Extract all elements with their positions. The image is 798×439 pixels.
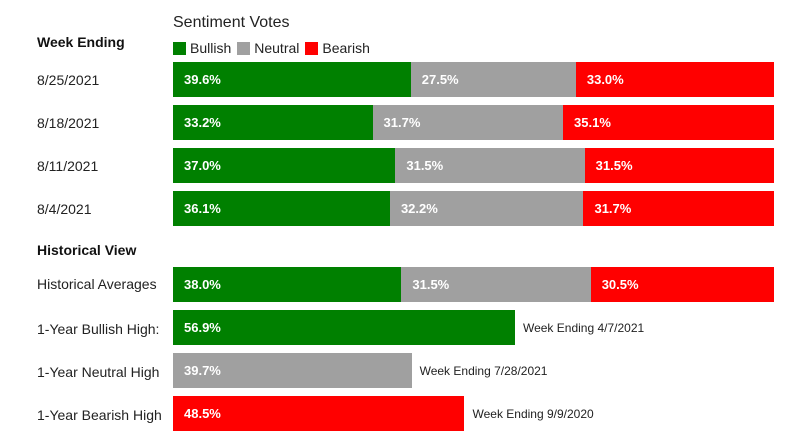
high-label-2: 1-Year Bearish High xyxy=(37,407,162,423)
legend: Bullish Neutral Bearish xyxy=(173,40,376,56)
legend-swatch-bullish xyxy=(173,41,186,55)
historical-averages-bullish-segment: 38.0% xyxy=(173,267,402,302)
legend-item-bearish: Bearish xyxy=(305,40,370,56)
historical-view-header: Historical View xyxy=(37,242,137,258)
week-row-2-neutral-segment: 31.5% xyxy=(395,148,585,183)
legend-swatch-bearish xyxy=(305,41,319,55)
legend-label-bearish: Bearish xyxy=(322,40,370,56)
high-bar-bullish: 56.9% xyxy=(173,310,515,345)
week-row-1-bar: 33.2% 31.7% 35.1% xyxy=(173,105,774,140)
historical-averages-bar: 38.0% 31.5% 30.5% xyxy=(173,267,774,302)
week-row-3-bar: 36.1% 32.2% 31.7% xyxy=(173,191,774,226)
legend-label-neutral: Neutral xyxy=(254,40,300,56)
high-note-neutral: Week Ending 7/28/2021 xyxy=(419,364,548,378)
high-bar-bearish: 48.5% xyxy=(173,396,465,431)
legend-item-neutral: Neutral xyxy=(237,40,299,56)
high-label-1: 1-Year Neutral High xyxy=(37,364,160,380)
week-row-2-bullish-segment: 37.0% xyxy=(173,148,396,183)
week-label-0: 8/25/2021 xyxy=(37,72,100,88)
high-bar-neutral: 39.7% xyxy=(173,353,412,388)
week-row-1-bullish-segment: 33.2% xyxy=(173,105,373,140)
week-row-1-neutral-segment: 31.7% xyxy=(372,105,564,140)
high-segment-bearish: 48.5% xyxy=(173,396,465,431)
week-row-1-bearish-segment: 35.1% xyxy=(563,105,774,140)
high-note-bullish: Week Ending 4/7/2021 xyxy=(522,321,645,335)
week-label-3: 8/4/2021 xyxy=(37,201,92,217)
week-row-3-bearish-segment: 31.7% xyxy=(583,191,774,226)
week-row-3-neutral-segment: 32.2% xyxy=(389,191,584,226)
week-row-0-bullish-segment: 39.6% xyxy=(173,62,411,97)
legend-label-bullish: Bullish xyxy=(190,40,232,56)
legend-swatch-neutral xyxy=(237,41,251,55)
high-segment-bullish: 56.9% xyxy=(173,310,515,345)
historical-averages-label: Historical Averages xyxy=(37,276,157,292)
week-row-2-bearish-segment: 31.5% xyxy=(584,148,774,183)
week-row-3-bullish-segment: 36.1% xyxy=(173,191,390,226)
legend-item-bullish: Bullish xyxy=(173,40,231,56)
week-row-0-neutral-segment: 27.5% xyxy=(410,62,576,97)
week-row-2-bar: 37.0% 31.5% 31.5% xyxy=(173,148,774,183)
week-label-1: 8/18/2021 xyxy=(37,115,100,131)
week-row-0-bar: 39.6% 27.5% 33.0% xyxy=(173,62,774,97)
historical-averages-neutral-segment: 31.5% xyxy=(401,267,591,302)
chart-title: Sentiment Votes xyxy=(173,14,290,31)
historical-averages-bearish-segment: 30.5% xyxy=(590,267,774,302)
week-ending-header: Week Ending xyxy=(37,34,125,50)
week-label-2: 8/11/2021 xyxy=(37,158,99,174)
high-note-bearish: Week Ending 9/9/2020 xyxy=(472,407,594,421)
high-segment-neutral: 39.7% xyxy=(173,353,412,388)
week-row-0-bearish-segment: 33.0% xyxy=(575,62,774,97)
high-label-0: 1-Year Bullish High: xyxy=(37,321,160,337)
